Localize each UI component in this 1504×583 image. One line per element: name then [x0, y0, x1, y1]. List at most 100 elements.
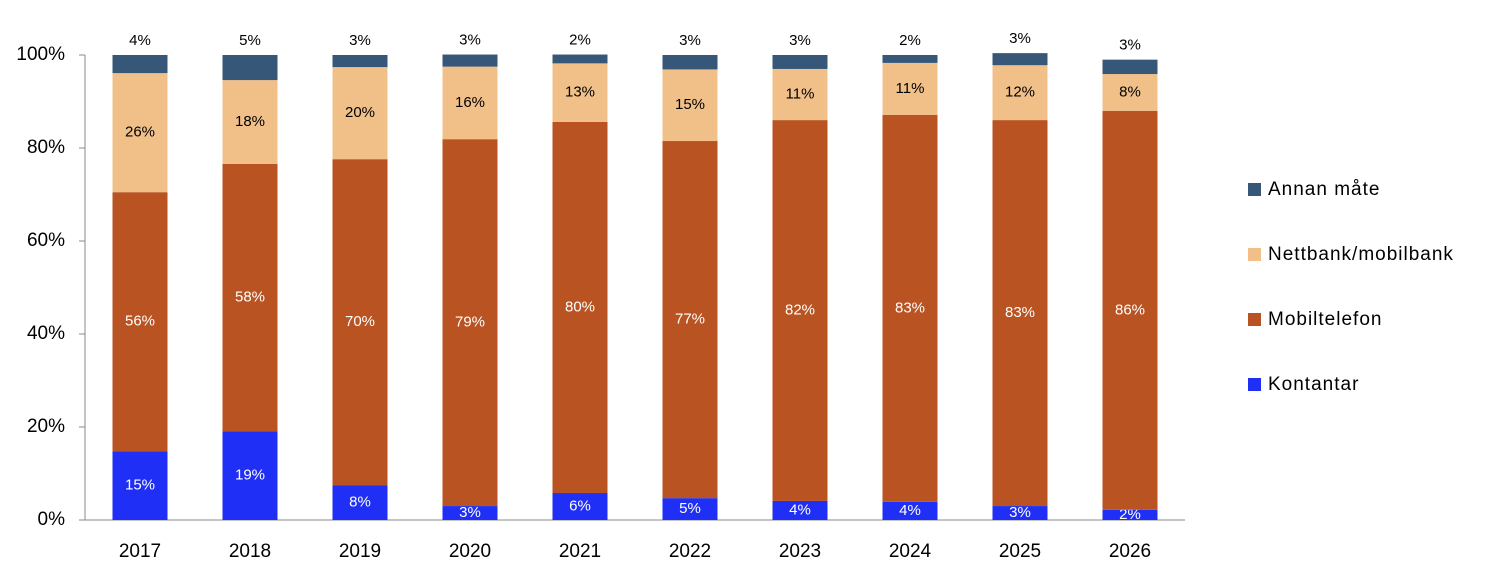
bar-segment [222, 80, 278, 164]
legend-label: Kontantar [1268, 374, 1359, 395]
data-label: 3% [789, 32, 811, 49]
data-label: 3% [679, 32, 701, 49]
y-tick-label: 100% [16, 44, 65, 65]
data-label: 4% [899, 502, 921, 519]
legend-swatch [1248, 378, 1261, 391]
bar-segment [552, 63, 608, 122]
bar-segment [882, 501, 938, 520]
legend-label: Annan måte [1268, 179, 1380, 200]
bar-segment [112, 73, 168, 193]
data-label: 3% [459, 504, 481, 521]
data-label: 13% [565, 84, 595, 101]
x-tick-label: 2017 [119, 541, 161, 562]
legend-swatch [1248, 183, 1261, 196]
bar-segment [772, 68, 828, 121]
data-label: 15% [675, 96, 705, 113]
bar-segment [1102, 74, 1158, 111]
legend-label: Nettbank/mobilbank [1268, 244, 1454, 265]
x-tick-label: 2026 [1109, 541, 1151, 562]
x-tick-label: 2020 [449, 541, 491, 562]
bar-segment [882, 55, 938, 63]
bar-segment [662, 55, 718, 70]
data-label: 3% [1119, 37, 1141, 54]
data-label: 4% [129, 32, 151, 49]
bar-segment [332, 159, 388, 486]
data-label: 20% [345, 104, 375, 121]
bar-segment [552, 54, 608, 64]
legend-swatch [1248, 248, 1261, 261]
data-label: 4% [789, 501, 811, 518]
bar-segment [552, 493, 608, 520]
bar-segment [552, 121, 608, 494]
data-label: 70% [345, 313, 375, 330]
bar-segment [112, 451, 168, 520]
bar-segment [222, 163, 278, 432]
bar-segment [772, 55, 828, 69]
bar-segment [1102, 59, 1158, 75]
data-label: 86% [1115, 301, 1145, 318]
data-label: 8% [349, 494, 371, 511]
bar-segment [662, 69, 718, 142]
data-label: 12% [1005, 84, 1035, 101]
x-tick-label: 2023 [779, 541, 821, 562]
bar-segment [992, 506, 1048, 520]
bar-segment [882, 114, 938, 502]
data-label: 6% [569, 497, 591, 514]
data-label: 79% [455, 314, 485, 331]
bar-segment [442, 54, 498, 67]
bar-segment [442, 139, 498, 507]
data-label: 3% [1009, 30, 1031, 47]
data-label: 3% [1009, 504, 1031, 521]
data-label: 3% [459, 32, 481, 49]
bar-segment [882, 62, 938, 115]
data-label: 11% [896, 80, 925, 97]
bar-segment [992, 53, 1048, 66]
x-tick-label: 2018 [229, 541, 271, 562]
bar-segment [772, 120, 828, 501]
data-label: 2% [569, 32, 591, 49]
data-label: 83% [895, 299, 925, 316]
data-label: 5% [679, 500, 701, 517]
data-label: 77% [675, 311, 705, 328]
data-label: 16% [455, 94, 485, 111]
data-label: 2% [899, 32, 921, 49]
x-tick-label: 2022 [669, 541, 711, 562]
bar-segment [222, 55, 278, 81]
bar-segment [772, 500, 828, 520]
x-tick-label: 2019 [339, 541, 381, 562]
data-label: 11% [786, 85, 815, 102]
bar-segment [992, 65, 1048, 121]
bar-segment [1102, 110, 1158, 510]
data-label: 15% [125, 477, 155, 494]
data-label: 5% [239, 32, 261, 49]
bar-segment [112, 55, 168, 74]
x-tick-label: 2021 [559, 541, 601, 562]
data-label: 2% [1119, 506, 1141, 523]
legend-swatch [1248, 313, 1261, 326]
y-tick-label: 80% [27, 137, 65, 158]
data-label: 82% [785, 301, 815, 318]
bar-segment [662, 141, 718, 499]
y-tick-label: 60% [27, 230, 65, 251]
x-tick-label: 2025 [999, 541, 1041, 562]
y-tick-label: 20% [27, 416, 65, 437]
bar-segment [442, 66, 498, 140]
bar-segment [1102, 509, 1158, 520]
bar-segment [332, 485, 388, 520]
bar-segment [662, 498, 718, 520]
bar-segment [222, 431, 278, 520]
bar-segment [992, 120, 1048, 507]
data-label: 19% [235, 467, 265, 484]
y-tick-label: 0% [38, 509, 66, 530]
y-tick-label: 40% [27, 323, 65, 344]
data-label: 80% [565, 298, 595, 315]
data-label: 18% [235, 113, 265, 130]
bar-segment [442, 506, 498, 520]
bar-segment [332, 67, 388, 160]
bar-segment [112, 192, 168, 452]
x-tick-label: 2024 [889, 541, 932, 562]
data-label: 3% [349, 32, 371, 49]
legend-label: Mobiltelefon [1268, 309, 1382, 330]
data-label: 83% [1005, 304, 1035, 321]
